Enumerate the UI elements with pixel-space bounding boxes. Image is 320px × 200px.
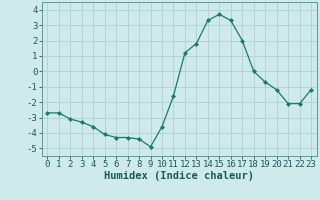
X-axis label: Humidex (Indice chaleur): Humidex (Indice chaleur) [104, 171, 254, 181]
